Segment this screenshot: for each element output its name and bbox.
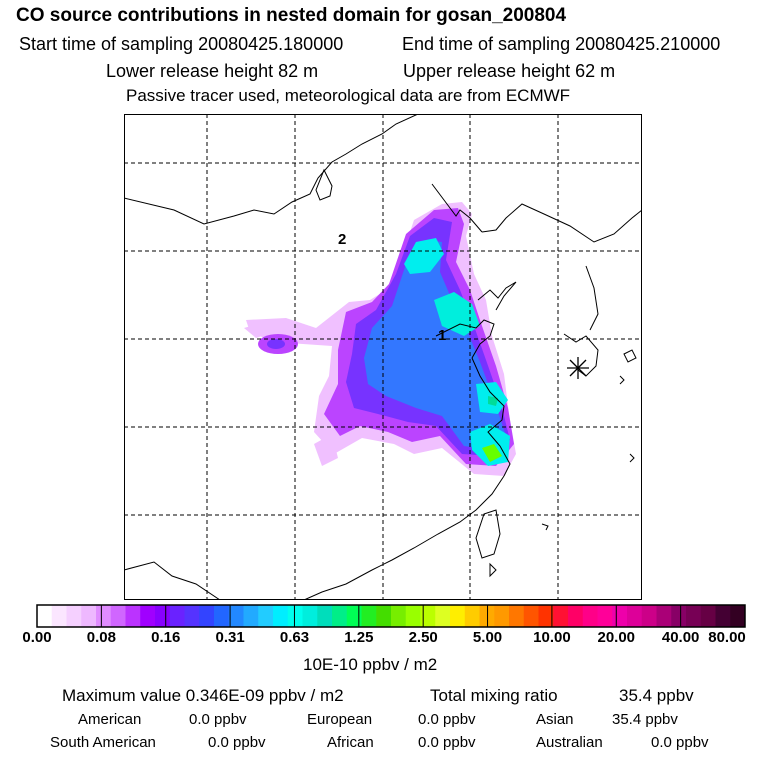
- colorbar-cell: [391, 605, 407, 627]
- colorbar-border: [36, 604, 746, 628]
- south-american-label: South American: [50, 734, 156, 751]
- colorbar-cell: [686, 605, 702, 627]
- colorbar-tick-label: 5.00: [472, 629, 503, 646]
- colorbar-cell: [627, 605, 643, 627]
- colorbar-tick-label: 2.50: [408, 629, 438, 646]
- colorbar-cell: [568, 605, 584, 627]
- australian-value: 0.0 ppbv: [651, 734, 709, 751]
- colorbar-cell: [184, 605, 200, 627]
- colorbar-cell: [228, 605, 244, 627]
- maximum-value: Maximum value 0.346E-09 ppbv / m2: [62, 686, 344, 705]
- plot-title: CO source contributions in nested domain…: [16, 5, 567, 26]
- map-panel: 2 1: [124, 114, 642, 600]
- plume-cyan-mid: [434, 292, 480, 336]
- colorbar-cell: [700, 605, 716, 627]
- australian-label: Australian: [536, 734, 603, 751]
- colorbar-tick-label: 0.00: [22, 629, 52, 646]
- total-mixing-ratio-label: Total mixing ratio: [430, 686, 558, 705]
- coastlines: [124, 114, 642, 600]
- colorbar-cell: [155, 605, 171, 627]
- plume-cyan-north: [404, 238, 444, 274]
- colorbar-cell: [553, 605, 569, 627]
- lat-lon-grid: [124, 114, 642, 600]
- colorbar-tick-label: 0.63: [279, 629, 310, 646]
- african-value: 0.0 ppbv: [418, 734, 476, 751]
- colorbar-tick-label: 0.08: [86, 629, 116, 646]
- map-label-2: 2: [338, 231, 346, 248]
- plume-green-coast: [488, 396, 498, 406]
- colorbar-cell: [346, 605, 362, 627]
- asian-value: 35.4 ppbv: [612, 711, 678, 728]
- colorbar-tick-label: 80.00: [708, 629, 746, 646]
- colorbar-cell: [37, 605, 53, 627]
- colorbar-cell: [317, 605, 333, 627]
- colorbar-cell: [125, 605, 141, 627]
- colorbar-cell: [582, 605, 598, 627]
- asian-label: Asian: [536, 711, 574, 728]
- american-value: 0.0 ppbv: [189, 711, 247, 728]
- plume-green-south: [482, 444, 502, 462]
- colorbar-cell: [612, 605, 628, 627]
- colorbar-cell: [273, 605, 289, 627]
- colorbar-unit: 10E-10 ppbv / m2: [303, 655, 438, 674]
- end-time: End time of sampling 20080425.210000: [402, 34, 721, 54]
- start-time: Start time of sampling 20080425.180000: [19, 34, 344, 54]
- colorbar-cell: [140, 605, 156, 627]
- colorbar-cell: [376, 605, 392, 627]
- colorbar-tick-label: 0.16: [151, 629, 181, 646]
- map-label-1: 1: [438, 327, 446, 344]
- colorbar-cell: [730, 605, 746, 627]
- colorbar-cell: [332, 605, 348, 627]
- colorbar-tick-label: 0.31: [215, 629, 245, 646]
- colorbar-cell: [420, 605, 436, 627]
- colorbar-cell: [715, 605, 731, 627]
- colorbar-cell: [538, 605, 554, 627]
- colorbar-cell: [509, 605, 525, 627]
- colorbar-cell: [405, 605, 421, 627]
- colorbar-tick-label: 20.00: [597, 629, 636, 646]
- total-mixing-ratio-value: 35.4 ppbv: [619, 686, 694, 705]
- tracer-plume: [244, 202, 516, 476]
- colorbar-cell: [214, 605, 230, 627]
- plume-pink-southwest: [314, 434, 338, 466]
- colorbar-cell: [51, 605, 67, 627]
- colorbar-cell: [287, 605, 303, 627]
- colorbar-cell: [450, 605, 466, 627]
- colorbar-cell: [66, 605, 82, 627]
- african-label: African: [327, 734, 374, 751]
- european-value: 0.0 ppbv: [418, 711, 476, 728]
- colorbar-cell: [96, 605, 112, 627]
- plume-pink-west: [244, 322, 274, 338]
- colorbar-cell: [494, 605, 510, 627]
- asterisk-icon: [567, 357, 589, 379]
- colorbar: [36, 604, 746, 628]
- colorbar-cell: [656, 605, 672, 627]
- colorbar-tick-label: 40.00: [661, 629, 700, 646]
- colorbar-cell: [435, 605, 451, 627]
- colorbar-cell: [110, 605, 126, 627]
- colorbar-cell: [81, 605, 97, 627]
- colorbar-cell: [597, 605, 613, 627]
- plume-west-blob-core: [267, 339, 285, 349]
- colorbar-cell: [243, 605, 259, 627]
- tracer-note: Passive tracer used, meteorological data…: [126, 86, 571, 105]
- colorbar-cell: [361, 605, 377, 627]
- south-american-value: 0.0 ppbv: [208, 734, 266, 751]
- colorbar-cell: [671, 605, 687, 627]
- colorbar-tick-label: 10.00: [533, 629, 571, 646]
- european-label: European: [307, 711, 373, 728]
- colorbar-tick-label: 1.25: [344, 629, 374, 646]
- lower-release-height: Lower release height 82 m: [106, 61, 319, 81]
- colorbar-cell: [258, 605, 274, 627]
- colorbar-cell: [199, 605, 215, 627]
- colorbar-cell: [641, 605, 657, 627]
- colorbar-cell: [523, 605, 539, 627]
- colorbar-cell: [302, 605, 318, 627]
- colorbar-cell: [169, 605, 185, 627]
- american-label: American: [78, 711, 142, 728]
- upper-release-height: Upper release height 62 m: [403, 61, 616, 81]
- colorbar-cell: [464, 605, 480, 627]
